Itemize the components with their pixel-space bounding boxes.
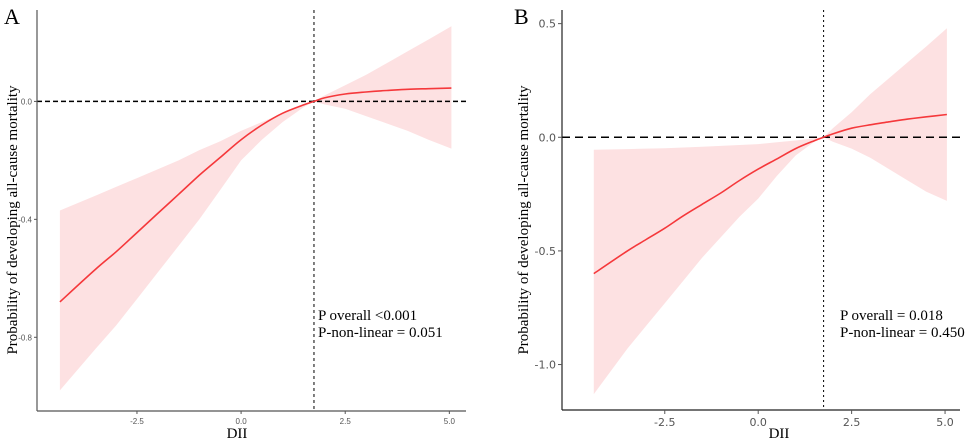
confidence-band-a (59, 26, 452, 391)
y-axis-title-b: Probability of developing all-cause mort… (516, 85, 532, 355)
x-tick-label: 5.0 (936, 416, 954, 429)
annotation-p-overall-b: P overall = 0.018 (840, 308, 943, 324)
estimate-line-b (593, 113, 947, 275)
annotation-p-nonlinear-b: P-non-linear = 0.450 (840, 325, 965, 341)
y-tick-label: -0.5 (535, 245, 556, 258)
x-tick-label: 2.5 (843, 416, 861, 429)
x-tick-label: 0.0 (236, 417, 248, 426)
x-axis-title-b: DII (769, 426, 790, 442)
x-tick-label: 0.0 (749, 416, 767, 429)
y-tick-label: -1.0 (535, 359, 556, 372)
y-axis-title-a: Probability of developing all-cause mort… (5, 85, 21, 355)
estimate-line-a (59, 87, 452, 303)
x-tick-label: 5.0 (444, 417, 456, 426)
confidence-band-b (593, 28, 947, 395)
panel-label-a: A (4, 4, 20, 29)
y-tick-label: 0.0 (539, 131, 557, 144)
y-tick-label: 0.0 (21, 97, 33, 106)
y-tick-label: -0.4 (18, 215, 32, 224)
panel-b: B -2.5 0.0 2.5 5.0 0.5 0.0 -0.5 -1.0 DII Probab… (514, 4, 965, 442)
annotation-p-overall-a: P overall <0.001 (318, 308, 417, 324)
x-tick-label: -2.5 (654, 416, 675, 429)
annotation-p-nonlinear-a: P-non-linear = 0.051 (318, 325, 443, 341)
y-tick-label: -0.8 (18, 333, 32, 342)
x-tick-label: 2.5 (340, 417, 352, 426)
x-axis-title-a: DII (227, 426, 248, 442)
y-tick-label: 0.5 (539, 18, 557, 31)
x-tick-label: -2.5 (130, 417, 144, 426)
panel-label-b: B (514, 4, 529, 29)
panel-a: A -2.5 0.0 2.5 5.0 0.0 -0.4 -0.8 DII Probabili… (4, 4, 466, 442)
